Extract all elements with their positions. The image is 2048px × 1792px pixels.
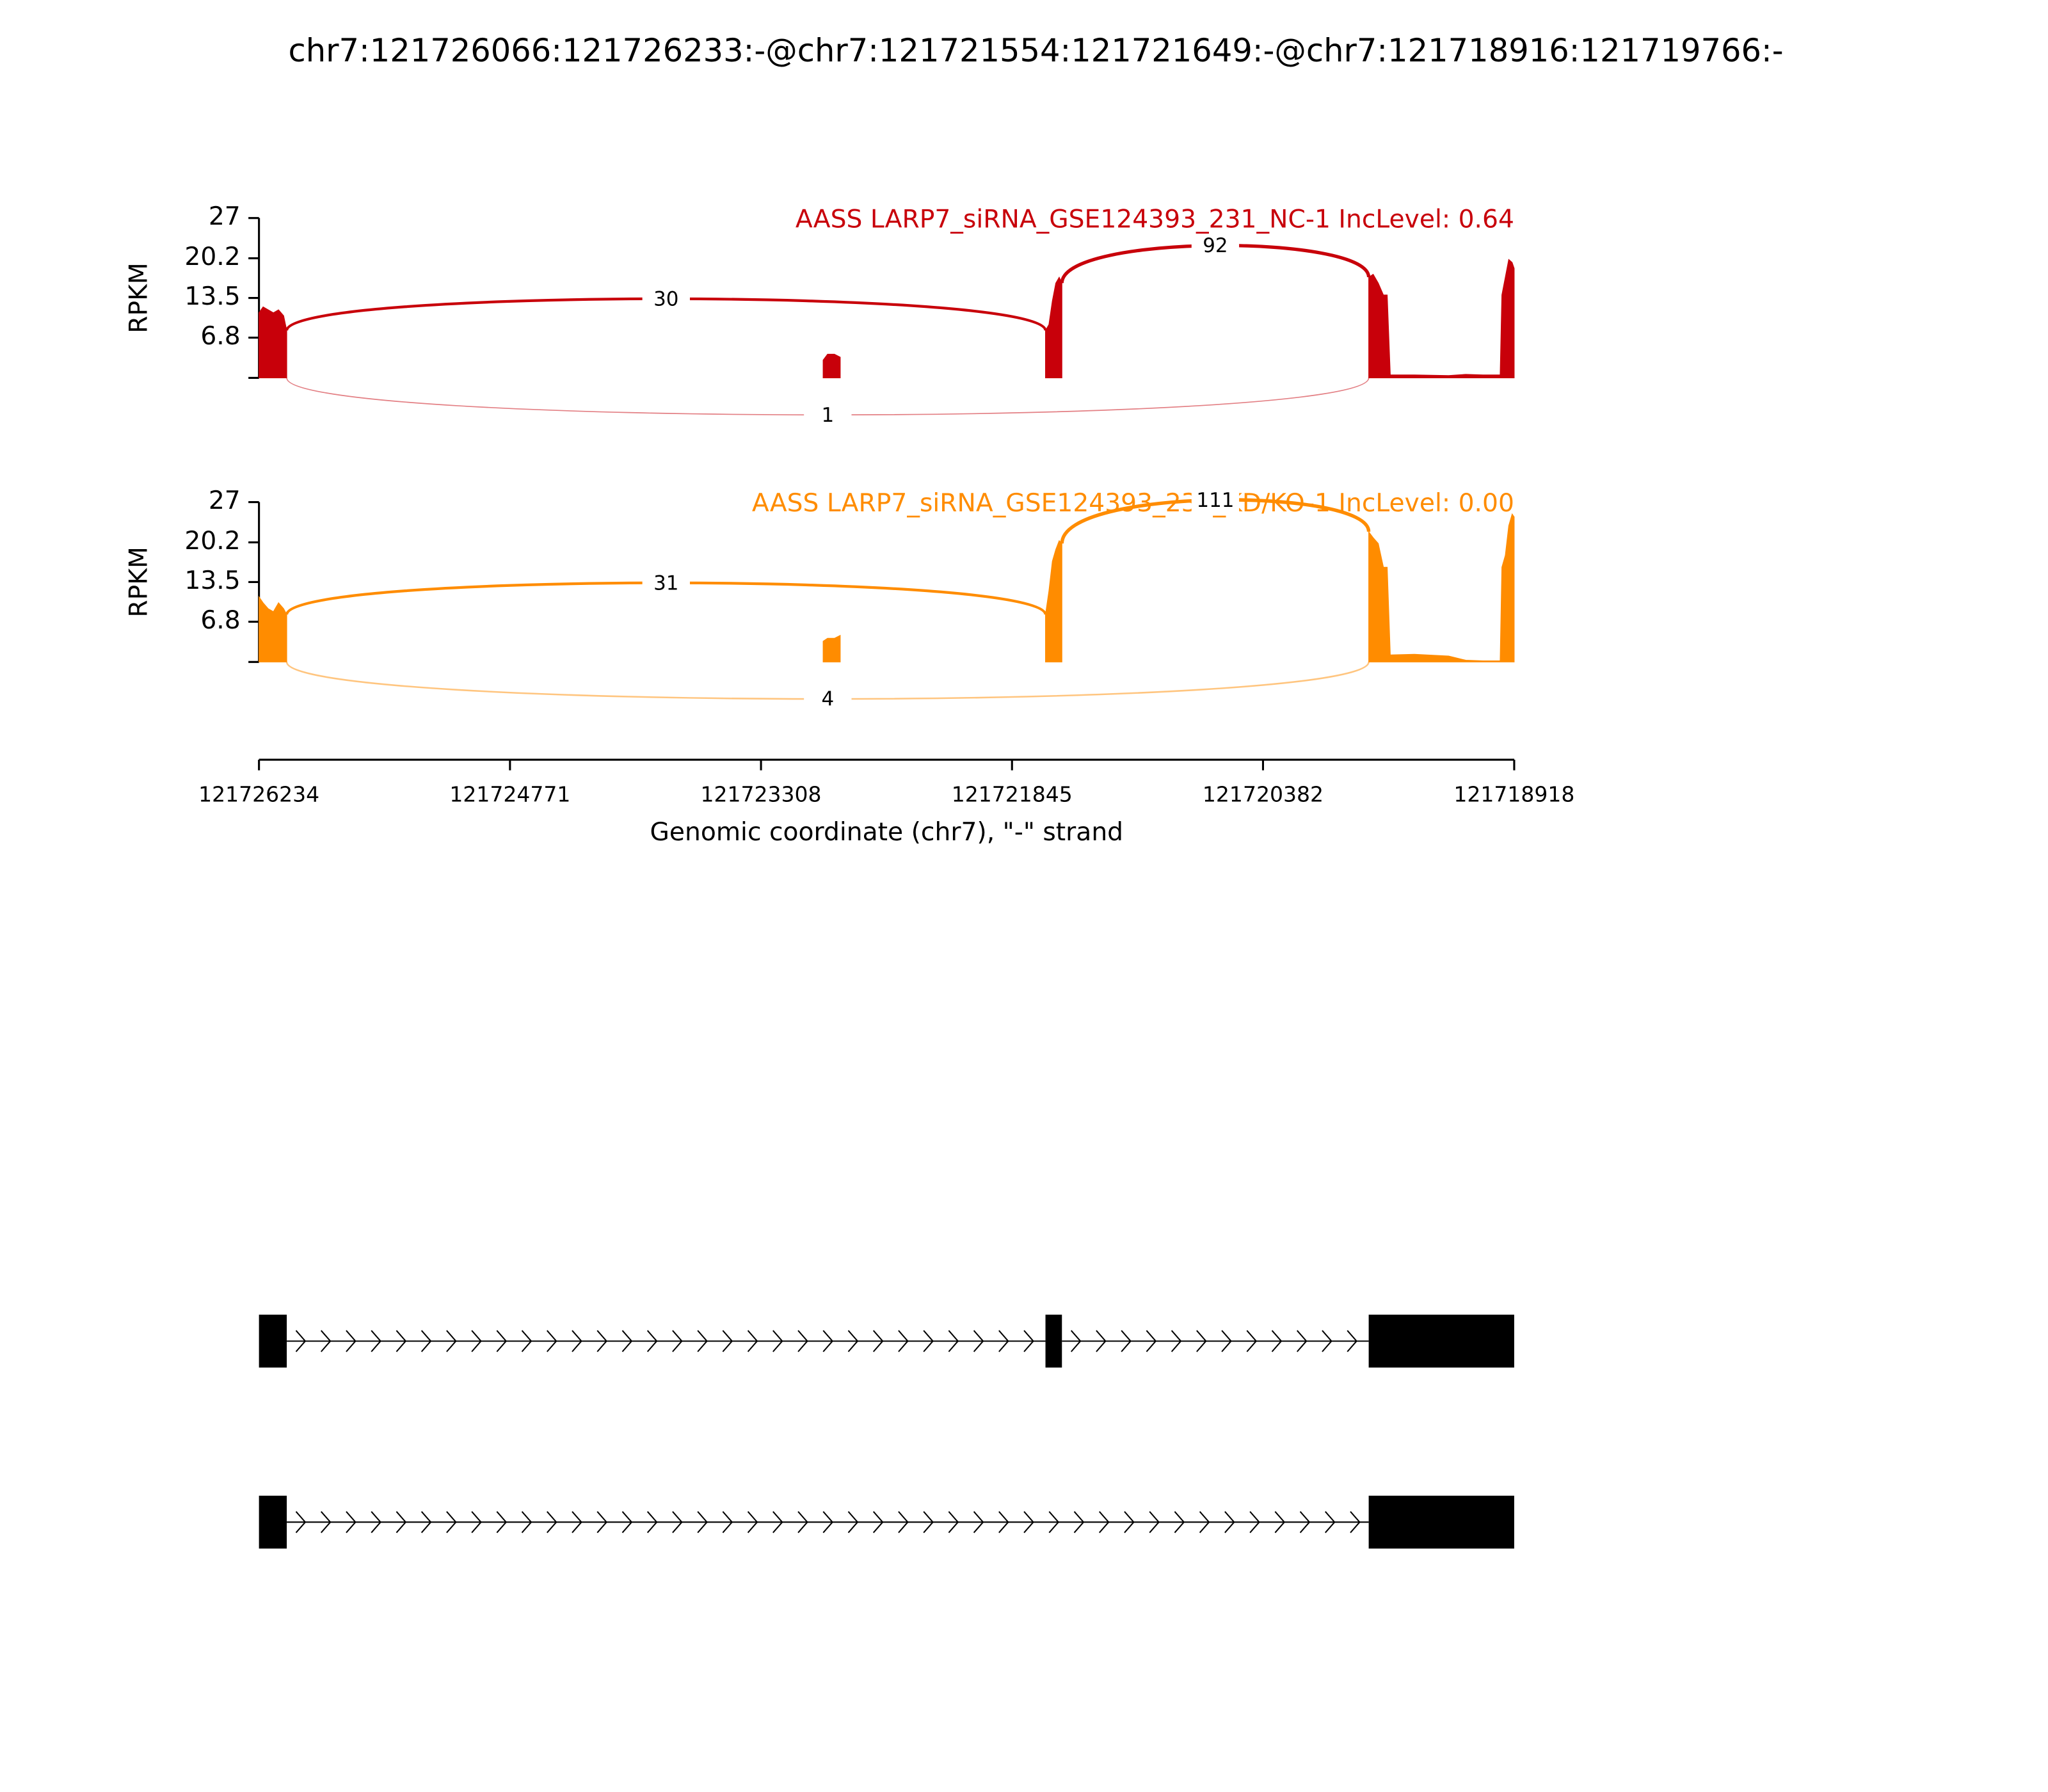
coverage-area [259, 513, 1515, 662]
x-tick-label: 121721845 [952, 781, 1073, 806]
junction-label-bg [642, 571, 690, 595]
y-tick-label: 6.8 [200, 606, 240, 635]
y-axis-label: RPKM [124, 547, 153, 617]
exon [259, 1315, 287, 1368]
y-tick-label: 27 [209, 486, 241, 515]
intron-arrow [295, 1330, 1034, 1352]
y-tick-label: 13.5 [184, 566, 240, 595]
y-tick-label: 27 [209, 202, 241, 231]
track-title: AASS LARP7_siRNA_GSE124393_231_NC-1 IncL… [796, 205, 1514, 234]
exon [1368, 1315, 1514, 1368]
y-tick-label: 20.2 [184, 243, 240, 271]
intron-arrow [295, 1511, 1361, 1533]
exon [1368, 1496, 1514, 1549]
figure-title: chr7:121726066:121726233:-@chr7:12172155… [289, 32, 1784, 69]
x-tick-label: 121718918 [1453, 781, 1574, 806]
junction-label-bg [1191, 234, 1240, 258]
y-tick-label: 20.2 [184, 527, 240, 556]
junction-label-bg [804, 403, 852, 427]
junction-count: 92 [1203, 234, 1228, 257]
x-tick-label: 121720382 [1203, 781, 1324, 806]
junction-label-bg [642, 287, 690, 311]
junction-label-bg [804, 687, 852, 711]
intron-arrow [1070, 1330, 1358, 1352]
exon [259, 1496, 287, 1549]
y-tick-label: 13.5 [184, 282, 240, 311]
y-axis-label: RPKM [124, 262, 153, 333]
coverage-area [259, 259, 1515, 378]
x-tick-label: 121726234 [198, 781, 319, 806]
junction-count: 111 [1196, 489, 1234, 512]
x-tick-label: 121723308 [701, 781, 822, 806]
x-tick-label: 121724771 [449, 781, 570, 806]
x-axis-label: Genomic coordinate (chr7), "-" strand [650, 818, 1123, 847]
junction-count: 31 [653, 572, 678, 595]
exon [1045, 1315, 1062, 1368]
junction-count: 1 [821, 404, 834, 427]
junction-label-bg [1191, 488, 1240, 512]
junction-count: 4 [821, 688, 834, 711]
junction-count: 30 [653, 287, 678, 310]
y-tick-label: 6.8 [200, 322, 240, 351]
track-title: AASS LARP7_siRNA_GSE124393_231_KD/KO-1 I… [752, 489, 1514, 518]
